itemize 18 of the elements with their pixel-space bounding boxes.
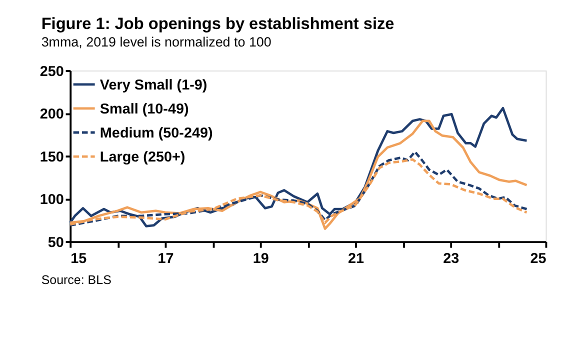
- legend-label: Small (10-49): [100, 101, 190, 118]
- y-tick-label: 250: [40, 64, 64, 80]
- legend-label: Very Small (1-9): [100, 77, 208, 94]
- chart-subtitle: 3mma, 2019 level is normalized to 100: [41, 34, 272, 50]
- x-tick-label: 15: [70, 251, 87, 268]
- legend-label: Large (250+): [100, 149, 186, 166]
- legend-label: Medium (50-249): [100, 125, 214, 142]
- x-tick-label: 21: [348, 251, 364, 268]
- y-tick-label: 150: [40, 149, 64, 166]
- source-note: Source: BLS: [41, 272, 112, 287]
- y-tick-label: 50: [48, 234, 64, 251]
- x-tick-label: 19: [252, 251, 269, 268]
- x-tick-label: 25: [530, 251, 546, 268]
- x-tick-label: 17: [158, 251, 174, 268]
- y-tick-label: 200: [40, 106, 64, 123]
- chart-title: Figure 1: Job openings by establishment size: [41, 15, 394, 34]
- x-tick-label: 23: [443, 251, 460, 268]
- y-tick-label: 100: [40, 192, 64, 208]
